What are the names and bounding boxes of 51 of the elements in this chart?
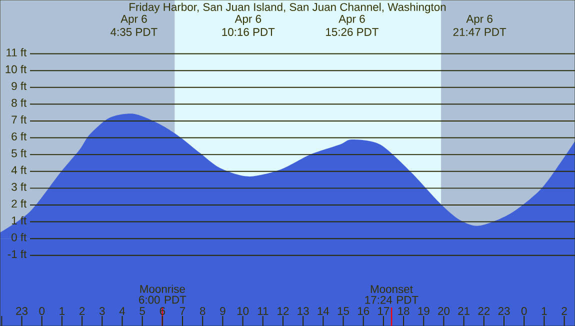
- x-tick-label: 22: [478, 307, 490, 315]
- annotation: Apr 6: [466, 14, 492, 26]
- y-tick-label: 0 ft: [12, 233, 27, 242]
- x-tick-label: 7: [180, 307, 186, 315]
- y-tick-label: 9 ft: [12, 82, 27, 90]
- x-tick-label: 11: [258, 307, 268, 315]
- y-tick-label: -1 ft: [8, 250, 27, 258]
- annotation: 21:47 PDT: [453, 28, 506, 36]
- x-tick-label: 19: [418, 307, 430, 315]
- ref-line-label: Moonset 17:24 PDT: [365, 285, 418, 304]
- y-tick-label: 3 ft: [12, 182, 27, 191]
- x-tick-label: 16: [358, 307, 370, 315]
- x-tick-label: 2: [562, 307, 567, 315]
- x-tick-label: 21: [458, 307, 470, 315]
- x-tick-label: 1: [60, 307, 65, 315]
- x-tick-label: 14: [318, 307, 330, 315]
- x-tick-label: 1: [542, 307, 547, 315]
- annotation: Apr 6: [120, 14, 147, 26]
- annotation: 15:26 PDT: [326, 28, 378, 36]
- x-tick-label: 23: [498, 307, 510, 315]
- annotation: 4:35 PDT: [110, 28, 158, 36]
- annotation: Apr 6: [338, 14, 365, 26]
- x-tick-label: 13: [298, 307, 309, 315]
- x-tick-label: 0: [521, 307, 527, 315]
- chart-title: Friday Harbor, San Juan Island, San Juan Channel, Washington: [130, 2, 446, 14]
- y-tick-label: 6 ft: [12, 132, 27, 140]
- ref-line-label: Moonrise 6:00 PDT: [139, 284, 186, 304]
- x-tick-label: 20: [438, 307, 450, 315]
- x-tick-label: 4: [119, 307, 126, 315]
- annotation: Apr 6: [234, 14, 262, 26]
- x-tick-label: 12: [278, 307, 289, 315]
- x-tick-label: 8: [200, 307, 206, 315]
- x-tick-label: 2: [80, 307, 85, 315]
- y-tick-label: 1 ft: [12, 216, 27, 224]
- x-tick-label: 10: [237, 307, 249, 315]
- y-tick-label: 7 ft: [12, 115, 27, 124]
- y-tick-label: 8 ft: [12, 98, 27, 107]
- y-tick-label: 2 ft: [12, 199, 27, 208]
- x-tick-label: 17: [378, 307, 390, 315]
- y-tick-label: 5 ft: [12, 149, 27, 158]
- x-tick-label: 18: [398, 307, 410, 315]
- x-tick-label: 23: [16, 307, 28, 315]
- x-tick-label: 5: [140, 307, 145, 315]
- x-tick-label: 0: [39, 307, 45, 315]
- x-tick-label: 3: [99, 307, 105, 315]
- x-tick-label: 15: [338, 307, 350, 315]
- x-tick-label: 9: [220, 307, 226, 315]
- y-tick-label: 10 ft: [6, 64, 27, 74]
- annotation: 10:16 PDT: [222, 28, 275, 36]
- y-tick-label: 4 ft: [11, 166, 27, 174]
- y-tick-label: 11 ft: [6, 48, 27, 56]
